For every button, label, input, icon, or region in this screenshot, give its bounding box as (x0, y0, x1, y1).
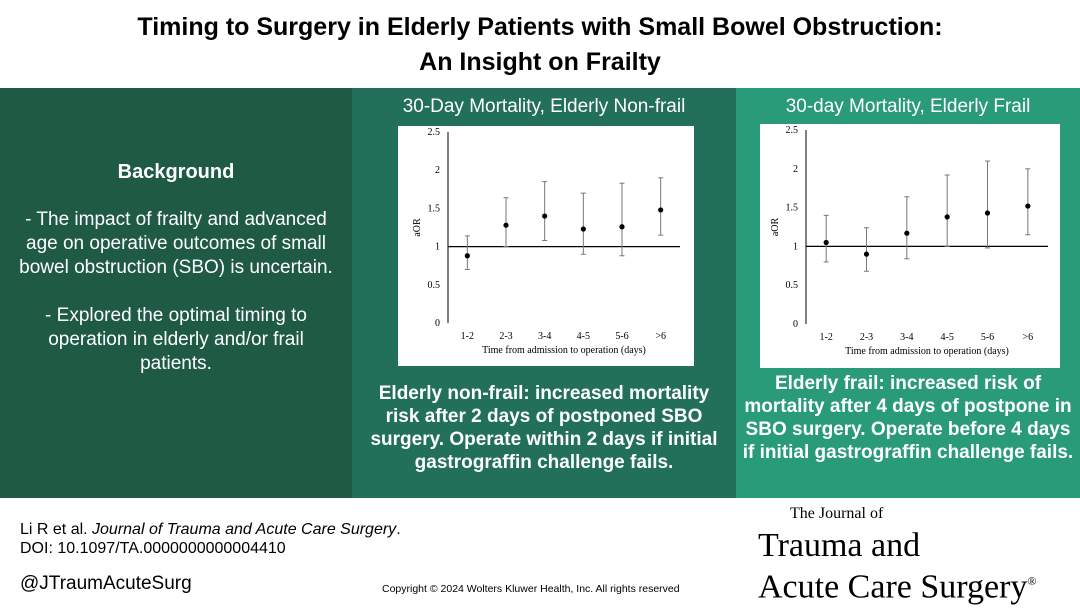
x-tick-label: 2-3 (860, 332, 873, 343)
x-tick-label: 2-3 (499, 331, 512, 342)
data-point (658, 207, 664, 213)
page-title: Timing to Surgery in Elderly Patients wi… (0, 10, 1080, 80)
data-point (503, 222, 509, 228)
data-point (823, 239, 829, 246)
logo-line-2: Trauma and (758, 527, 921, 564)
x-tick-label: 1-2 (819, 332, 832, 343)
copyright-notice: Copyright © 2024 Wolters Kluwer Health, … (382, 583, 680, 595)
y-tick-label: 1.5 (428, 203, 441, 214)
x-tick-label: 4-5 (577, 331, 590, 342)
x-tick-label: >6 (655, 331, 666, 342)
data-point (904, 230, 910, 236)
background-item-2: - Explored the optimal timing to operati… (45, 305, 307, 374)
y-tick-label: 2 (435, 165, 440, 176)
y-tick-label: 2.5 (786, 125, 799, 136)
y-axis-label: aOR (770, 218, 781, 237)
x-axis-label: Time from admission to operation (days) (482, 345, 646, 356)
y-tick-label: 1 (435, 242, 440, 253)
y-tick-label: 0.5 (428, 280, 441, 291)
frail-caption: Elderly frail: increased risk of mortali… (742, 373, 1074, 463)
nonfrail-caption: Elderly non-frail: increased mortality r… (370, 383, 718, 473)
frail-chart: 0 0.5 1 1.5 2 2.5 aOR 1-2 2-3 3-4 4-5 5-6 >6 Time fro… (760, 124, 1060, 368)
citation-journal: Journal of Trauma and Acute Care Surgery (92, 521, 397, 538)
y-tick-label: 1.5 (786, 203, 799, 214)
y-axis-label: aOR (412, 218, 423, 237)
citation: Li R et al. Journal of Trauma and Acute … (20, 520, 401, 558)
background-text: Background - The impact of frailty and a… (16, 160, 336, 400)
nonfrail-panel: 30-Day Mortality, Elderly Non-frail 0 0.5… (352, 88, 736, 498)
logo-line-1: The Journal of (790, 505, 884, 522)
x-tick-label: 3-4 (538, 331, 551, 342)
title-line-2: An Insight on Frailty (419, 48, 661, 76)
x-tick-label: 3-4 (900, 332, 913, 343)
data-point (863, 251, 870, 257)
journal-logo: The Journal of Trauma and Acute Care Sur… (758, 505, 1037, 605)
x-tick-label: 4-5 (940, 332, 953, 343)
data-point (944, 214, 950, 220)
frail-panel: 30-day Mortality, Elderly Frail 0 0.5 1 1.5… (736, 88, 1080, 498)
x-tick-label: 5-6 (981, 332, 994, 343)
logo-line-3: Acute Care Surgery® (758, 563, 1037, 605)
y-tick-label: 0 (793, 319, 798, 330)
title-line-1: Timing to Surgery in Elderly Patients wi… (137, 13, 943, 41)
frail-chart-svg: 0 0.5 1 1.5 2 2.5 aOR 1-2 2-3 3-4 4-5 5-6 >6 Time fro… (770, 125, 1048, 357)
background-item-1: - The impact of frailty and advanced age… (19, 209, 333, 278)
nonfrail-panel-title: 30-Day Mortality, Elderly Non-frail (402, 96, 686, 117)
nonfrail-chart: 0 0.5 1 1.5 2 2.5 aOR 1-2 2-3 3-4 4-5 5-6 >6 Time fro… (398, 126, 694, 366)
citation-doi: DOI: 10.1097/TA.0000000000004410 (20, 540, 286, 557)
x-tick-label: 1-2 (461, 331, 474, 342)
x-axis-label: Time from admission to operation (days) (845, 346, 1009, 357)
data-point (464, 253, 470, 259)
x-tick-label: >6 (1023, 332, 1034, 343)
citation-end: . (396, 521, 401, 538)
data-point (984, 210, 991, 216)
background-heading: Background (117, 161, 235, 183)
y-tick-label: 1 (793, 241, 798, 252)
x-tick-label: 5-6 (615, 331, 628, 342)
registered-mark: ® (1027, 574, 1037, 588)
citation-authors: Li R et al. (20, 521, 93, 538)
background-panel: Background - The impact of frailty and a… (0, 88, 352, 498)
y-tick-label: 2.5 (428, 127, 441, 138)
data-point (619, 224, 625, 230)
citation-line: Li R et al. Journal of Trauma and Acute … (20, 520, 401, 539)
data-point (542, 213, 548, 219)
data-point (580, 226, 586, 232)
nonfrail-chart-svg: 0 0.5 1 1.5 2 2.5 aOR 1-2 2-3 3-4 4-5 5-6 >6 Time fro… (412, 127, 680, 356)
y-tick-label: 0.5 (786, 280, 799, 291)
frail-panel-title: 30-day Mortality, Elderly Frail (785, 96, 1031, 117)
twitter-handle: @JTraumAcuteSurg (20, 573, 192, 594)
data-point (1025, 203, 1031, 209)
y-tick-label: 2 (793, 164, 798, 175)
y-tick-label: 0 (435, 318, 440, 329)
logo-line-3-text: Acute Care Surgery (758, 568, 1028, 606)
